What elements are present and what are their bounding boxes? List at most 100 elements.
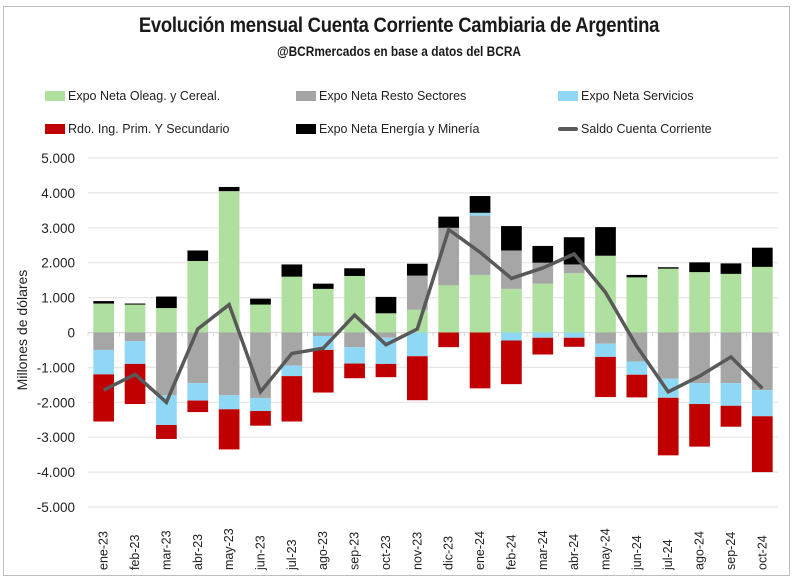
legend-label-oleag: Expo Neta Oleag. y Cereal. (68, 89, 221, 103)
bar-expo-neta-energia-y-mineria (532, 245, 554, 263)
bar-expo-neta-energia-y-mineria (595, 227, 616, 256)
bar-expo-neta-servicios (281, 365, 303, 377)
bar-expo-neta-servicios (250, 398, 271, 412)
bar-rdo-ing-prim-y-secundario (751, 416, 773, 473)
bar-expo-neta-oleag-y-cereal (438, 285, 460, 333)
bar-expo-neta-energia-y-mineria (751, 247, 773, 267)
legend-item-energia: Expo Neta Energía y Minería (296, 122, 480, 136)
legend-item-oleag: Expo Neta Oleag. y Cereal. (45, 89, 220, 103)
bar-expo-neta-resto-sectores (187, 332, 209, 384)
bar-expo-neta-oleag-y-cereal (93, 303, 115, 333)
x-tick-label: sep-24 (724, 532, 738, 570)
bar-expo-neta-servicios (375, 337, 397, 364)
bar-expo-neta-oleag-y-cereal (563, 273, 585, 333)
legend-swatch-resto (296, 91, 316, 101)
bar-expo-neta-oleag-y-cereal (720, 273, 742, 333)
bar-rdo-ing-prim-y-secundario (250, 411, 271, 426)
x-tick-label: feb-24 (504, 535, 518, 570)
bar-expo-neta-energia-y-mineria (626, 274, 648, 278)
bar-expo-neta-resto-sectores (218, 332, 240, 396)
bar-expo-neta-servicios (501, 332, 522, 341)
bar-expo-neta-servicios (93, 349, 115, 375)
bar-expo-neta-servicios (595, 343, 616, 357)
bar-expo-neta-servicios (532, 332, 554, 338)
bar-expo-neta-servicios (187, 383, 209, 401)
legend-item-servicios: Expo Neta Servicios (558, 89, 694, 103)
bar-expo-neta-oleag-y-cereal (124, 304, 146, 333)
y-tick-label: 0 (67, 326, 75, 341)
bar-expo-neta-resto-sectores (406, 275, 428, 310)
x-tick-label: jun-24 (630, 535, 644, 571)
bar-expo-neta-oleag-y-cereal (469, 274, 491, 333)
bar-expo-neta-oleag-y-cereal (689, 272, 710, 333)
bar-expo-neta-resto-sectores (124, 332, 146, 342)
bar-expo-neta-servicios (469, 212, 491, 216)
legend-swatch-saldo (558, 127, 578, 131)
legend-swatch-oleag (45, 91, 65, 101)
bar-expo-neta-oleag-y-cereal (281, 276, 303, 333)
bar-expo-neta-energia-y-mineria (689, 262, 710, 273)
x-tick-label: ene-23 (97, 531, 111, 570)
bar-rdo-ing-prim-y-secundario (344, 363, 365, 379)
x-tick-label: oct-23 (379, 535, 393, 570)
legend-item-resto: Expo Neta Resto Sectores (296, 89, 466, 103)
x-tick-label: ene-24 (473, 531, 487, 570)
bar-expo-neta-resto-sectores (657, 332, 679, 379)
bar-expo-neta-servicios (218, 395, 240, 410)
bar-expo-neta-energia-y-mineria (312, 283, 334, 289)
bar-expo-neta-servicios (689, 383, 710, 405)
legend-label-resto: Expo Neta Resto Sectores (319, 89, 467, 103)
bar-rdo-ing-prim-y-secundario (438, 332, 460, 348)
bar-expo-neta-resto-sectores (469, 215, 491, 275)
chart-title: Evolución mensual Cuenta Corriente Cambi… (138, 14, 660, 37)
bar-rdo-ing-prim-y-secundario (375, 363, 397, 378)
x-tick-label: mar-24 (536, 530, 550, 570)
y-tick-label: 1.000 (41, 291, 75, 306)
x-tick-label: nov-23 (410, 532, 424, 570)
y-tick-label: -4.000 (37, 465, 75, 480)
x-tick-label: mar-23 (159, 530, 173, 570)
bar-expo-neta-oleag-y-cereal (156, 308, 177, 333)
bars (93, 186, 773, 473)
bar-expo-neta-oleag-y-cereal (501, 288, 522, 333)
bar-expo-neta-energia-y-mineria (375, 296, 397, 314)
bar-expo-neta-oleag-y-cereal (751, 266, 773, 333)
x-tick-label: feb-23 (128, 535, 142, 570)
x-tick-label: jun-23 (254, 535, 268, 571)
y-tick-label: -5.000 (37, 500, 75, 515)
bar-expo-neta-resto-sectores (312, 332, 334, 336)
x-tick-label: may-23 (222, 528, 236, 570)
x-tick-label: ago-24 (693, 531, 707, 570)
y-tick-label: 4.000 (41, 186, 75, 201)
bar-expo-neta-energia-y-mineria (720, 263, 742, 274)
bar-expo-neta-resto-sectores (156, 332, 177, 396)
y-tick-label: 3.000 (41, 221, 75, 236)
bar-rdo-ing-prim-y-secundario (689, 404, 710, 447)
x-tick-label: oct-24 (755, 535, 769, 570)
bar-expo-neta-oleag-y-cereal (626, 277, 648, 333)
bar-rdo-ing-prim-y-secundario (124, 363, 146, 405)
bar-rdo-ing-prim-y-secundario (406, 356, 428, 401)
bar-expo-neta-energia-y-mineria (187, 250, 209, 261)
bar-expo-neta-oleag-y-cereal (250, 304, 271, 333)
legend-label-saldo: Saldo Cuenta Corriente (581, 122, 712, 136)
bar-expo-neta-servicios (563, 332, 585, 338)
chart-subtitle: @BCRmercados en base a datos del BCRA (277, 44, 521, 59)
bar-expo-neta-energia-y-mineria (218, 186, 240, 192)
y-tick-label: 2.000 (41, 256, 75, 271)
bar-expo-neta-oleag-y-cereal (532, 283, 554, 333)
bar-expo-neta-oleag-y-cereal (657, 268, 679, 333)
bar-rdo-ing-prim-y-secundario (532, 337, 554, 355)
bar-expo-neta-servicios (344, 347, 365, 364)
bar-rdo-ing-prim-y-secundario (626, 374, 648, 398)
bar-rdo-ing-prim-y-secundario (563, 337, 585, 347)
legend-label-energia: Expo Neta Energía y Minería (319, 122, 480, 136)
legend-swatch-rdo (45, 124, 65, 134)
bar-expo-neta-oleag-y-cereal (218, 191, 240, 333)
y-tick-label: -1.000 (37, 360, 75, 375)
bar-rdo-ing-prim-y-secundario (720, 405, 742, 427)
bar-expo-neta-energia-y-mineria (469, 196, 491, 213)
bar-rdo-ing-prim-y-secundario (156, 424, 177, 439)
bar-expo-neta-oleag-y-cereal (375, 313, 397, 333)
